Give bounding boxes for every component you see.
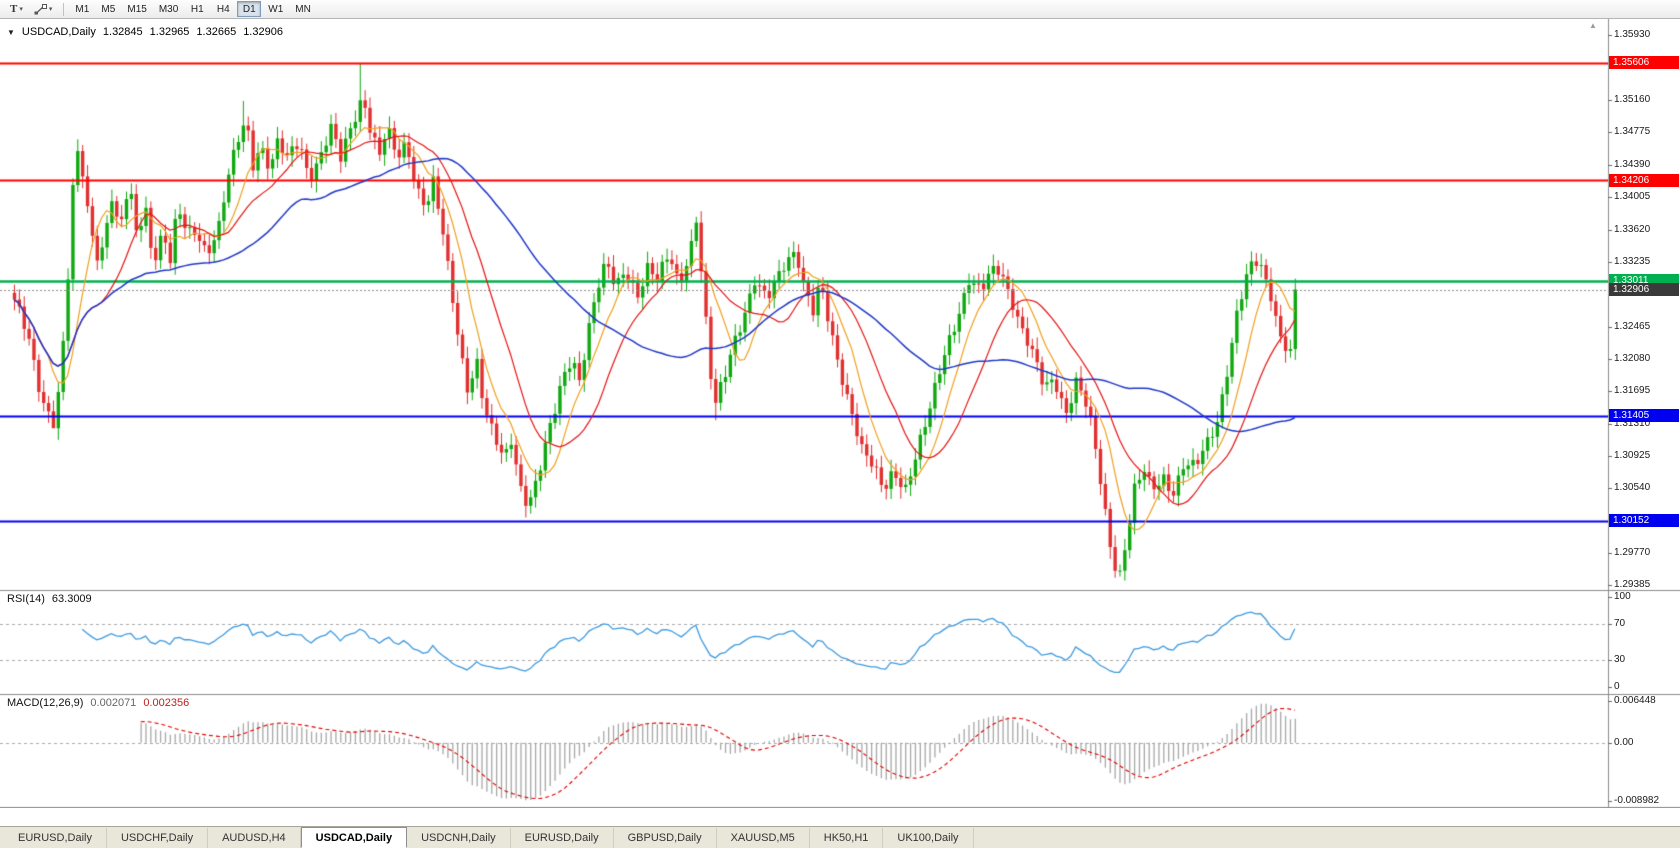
y-axis-label: 1.31695 xyxy=(1614,385,1651,397)
y-axis-label: 1.33620 xyxy=(1614,223,1651,235)
chart-tab-uk100-daily[interactable]: UK100,Daily xyxy=(883,828,974,848)
chart-symbol-label: USDCAD,Daily xyxy=(21,26,96,38)
rsi-label: RSI(14) 63.3009 xyxy=(7,593,92,605)
ohlc-low: 1.32665 xyxy=(196,26,237,38)
chart-tab-eurusd-daily[interactable]: EURUSD,Daily xyxy=(511,828,614,848)
current-price-badge: 1.32906 xyxy=(1609,283,1679,296)
chart-tab-xauusd-m5[interactable]: XAUUSD,M5 xyxy=(717,828,810,848)
chart-header: ▼ USDCAD,Daily 1.32845 1.32965 1.32665 1… xyxy=(7,26,283,38)
collapse-indicators-icon[interactable]: ▼ xyxy=(7,27,15,37)
timeframe-button-M5[interactable]: M5 xyxy=(96,1,120,17)
chart-tab-usdchf-daily[interactable]: USDCHF,Daily xyxy=(107,828,209,848)
y-axis-label: 1.34005 xyxy=(1614,191,1651,203)
macd-axis-label: -0.008982 xyxy=(1614,795,1660,806)
chart-canvas[interactable] xyxy=(0,19,1680,808)
chart-shift-marker-icon[interactable]: ▲ xyxy=(1589,21,1597,30)
time-axis: 12 Feb 20192 Mar 201921 Mar 20199 Apr 20… xyxy=(0,808,1680,826)
top-toolbar: T ▾ ▾ M1 M5 M15 M30 H1 H4 D1 W1 MN xyxy=(0,0,1680,19)
y-axis-label: 1.35930 xyxy=(1614,29,1651,41)
caret-down-icon: ▾ xyxy=(19,6,23,13)
y-axis-label: 1.29770 xyxy=(1614,547,1651,559)
y-axis-label: 1.32465 xyxy=(1614,320,1651,332)
y-axis-label: 1.34390 xyxy=(1614,158,1651,170)
text-tool-button[interactable]: T ▾ xyxy=(5,1,28,17)
y-axis-label: 1.31310 xyxy=(1614,417,1651,429)
y-axis-label: 1.33235 xyxy=(1614,255,1651,267)
rsi-axis-label: 100 xyxy=(1614,591,1631,602)
rsi-axis-label: 70 xyxy=(1614,618,1626,629)
y-axis-label: 1.32080 xyxy=(1614,352,1651,364)
chart-tab-eurusd-daily[interactable]: EURUSD,Daily xyxy=(4,828,107,848)
timeframe-button-H1[interactable]: H1 xyxy=(185,1,209,17)
toolbar-separator xyxy=(63,2,65,16)
macd-axis-label: 0.006448 xyxy=(1614,695,1656,706)
ohlc-open: 1.32845 xyxy=(102,26,143,38)
chart-tab-audusd-h4[interactable]: AUDUSD,H4 xyxy=(208,828,301,848)
chart-tab-usdcnh-daily[interactable]: USDCNH,Daily xyxy=(407,828,511,848)
chart-tab-hk50-h1[interactable]: HK50,H1 xyxy=(810,828,884,848)
rsi-axis-label: 0 xyxy=(1614,681,1620,692)
price-line-badge: 1.31405 xyxy=(1609,409,1679,423)
chart-tab-bar: EURUSD,Daily USDCHF,Daily AUDUSD,H4 USDCAD,… xyxy=(0,826,1680,848)
y-axis-label: 1.29385 xyxy=(1614,579,1651,591)
y-axis-label: 1.30925 xyxy=(1614,449,1651,461)
macd-axis-label: 0.00 xyxy=(1614,736,1634,748)
price-line-badge: 1.30152 xyxy=(1609,514,1679,528)
timeframe-toolbar: M1 M5 M15 M30 H1 H4 D1 W1 MN xyxy=(69,1,316,17)
timeframe-button-M15[interactable]: M15 xyxy=(122,1,151,17)
objects-tool-icon xyxy=(34,3,47,15)
timeframe-button-W1[interactable]: W1 xyxy=(263,1,288,17)
ohlc-close: 1.32906 xyxy=(243,26,283,38)
objects-tool-button[interactable]: ▾ xyxy=(29,1,58,17)
rsi-value: 63.3009 xyxy=(51,593,92,605)
caret-down-icon: ▾ xyxy=(48,6,53,13)
y-axis-label: 1.30540 xyxy=(1614,482,1651,494)
rsi-axis-label: 30 xyxy=(1614,654,1626,665)
ohlc-high: 1.32965 xyxy=(149,26,190,38)
price-line-badge: 1.34206 xyxy=(1609,173,1679,187)
timeframe-button-M30[interactable]: M30 xyxy=(154,1,183,17)
timeframe-button-MN[interactable]: MN xyxy=(290,1,316,17)
timeframe-button-M1[interactable]: M1 xyxy=(70,1,94,17)
macd-main-value: 0.002071 xyxy=(90,697,137,709)
price-line-badge: 1.35606 xyxy=(1609,56,1679,70)
macd-label: MACD(12,26,9) 0.002071 0.002356 xyxy=(7,697,189,709)
chart-tab-gbpusd-daily[interactable]: GBPUSD,Daily xyxy=(614,828,717,848)
macd-signal-value: 0.002356 xyxy=(143,697,190,709)
chart-tab-usdcad-daily[interactable]: USDCAD,Daily xyxy=(300,827,408,848)
y-axis-label: 1.35160 xyxy=(1614,94,1651,106)
text-tool-icon: T xyxy=(10,3,18,15)
timeframe-button-H4[interactable]: H4 xyxy=(211,1,235,17)
macd-name: MACD(12,26,9) xyxy=(7,697,84,709)
rsi-name: RSI(14) xyxy=(7,593,45,605)
timeframe-button-D1[interactable]: D1 xyxy=(237,1,262,17)
y-axis-label: 1.34775 xyxy=(1614,126,1651,138)
